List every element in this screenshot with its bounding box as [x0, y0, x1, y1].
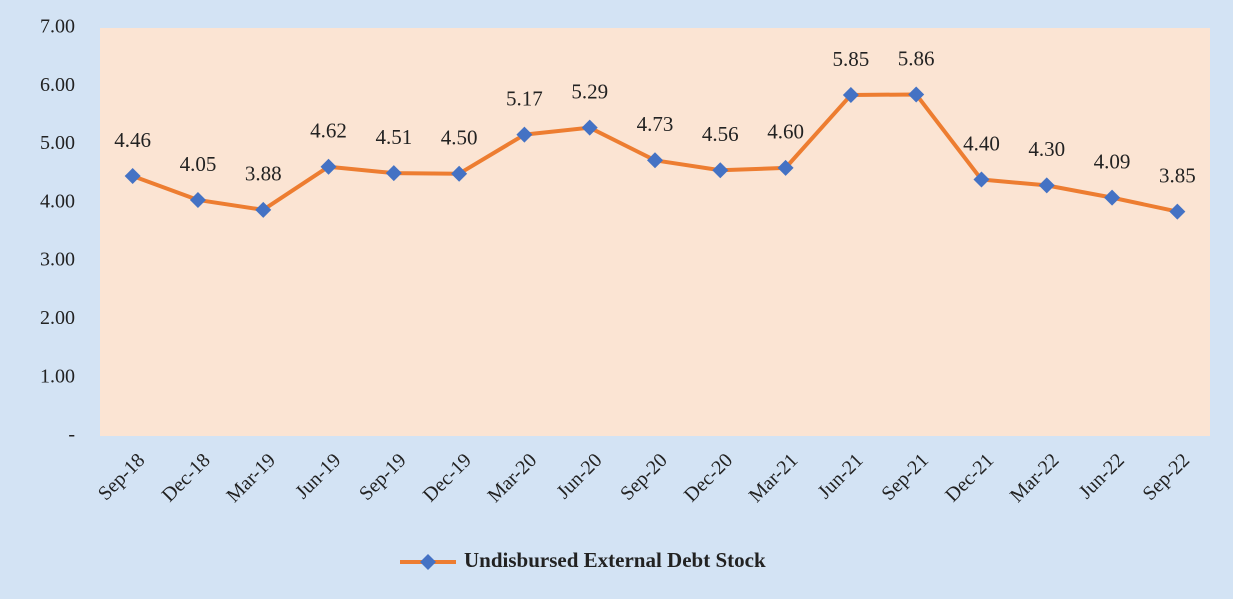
marker [1169, 203, 1186, 220]
marker [451, 165, 468, 182]
marker [516, 126, 533, 143]
legend-label: Undisbursed External Debt Stock [464, 548, 766, 572]
data-label: 4.50 [441, 126, 478, 150]
data-label: 4.56 [702, 122, 739, 146]
legend-marker [420, 554, 436, 570]
y-tick-label: 6.00 [40, 74, 75, 96]
plot-area [100, 28, 1210, 436]
marker [842, 87, 859, 104]
y-tick-label: 4.00 [40, 190, 75, 212]
data-label: 4.73 [637, 112, 674, 136]
y-tick-label: 1.00 [40, 365, 75, 387]
marker [647, 152, 663, 169]
marker [973, 171, 990, 188]
data-label: 5.29 [571, 79, 608, 103]
data-label: 4.40 [963, 131, 1000, 155]
marker [1104, 189, 1121, 206]
data-label: 5.86 [898, 46, 935, 70]
marker [712, 162, 729, 179]
marker [908, 86, 925, 103]
y-tick-label: 7.00 [40, 16, 75, 38]
data-label: 4.62 [310, 119, 347, 143]
data-label: 5.17 [506, 86, 543, 110]
data-label: 3.85 [1159, 163, 1196, 187]
data-label: 4.30 [1028, 137, 1065, 161]
data-label: 5.85 [833, 47, 870, 71]
data-label: 4.09 [1094, 149, 1131, 173]
marker [1038, 177, 1055, 194]
marker [189, 191, 206, 208]
data-label: 4.46 [114, 128, 151, 152]
marker [320, 158, 337, 175]
y-tick-label: 2.00 [40, 307, 75, 329]
data-label: 4.51 [375, 125, 412, 149]
marker [777, 159, 794, 176]
data-label: 3.88 [245, 162, 282, 186]
marker [255, 201, 272, 218]
y-tick-label: - [68, 424, 75, 446]
marker [581, 119, 598, 136]
data-label: 4.60 [767, 120, 804, 144]
marker [385, 165, 402, 182]
data-label: 4.05 [180, 152, 217, 176]
y-tick-label: 5.00 [40, 132, 75, 154]
marker [124, 168, 141, 185]
y-tick-label: 3.00 [40, 249, 75, 271]
